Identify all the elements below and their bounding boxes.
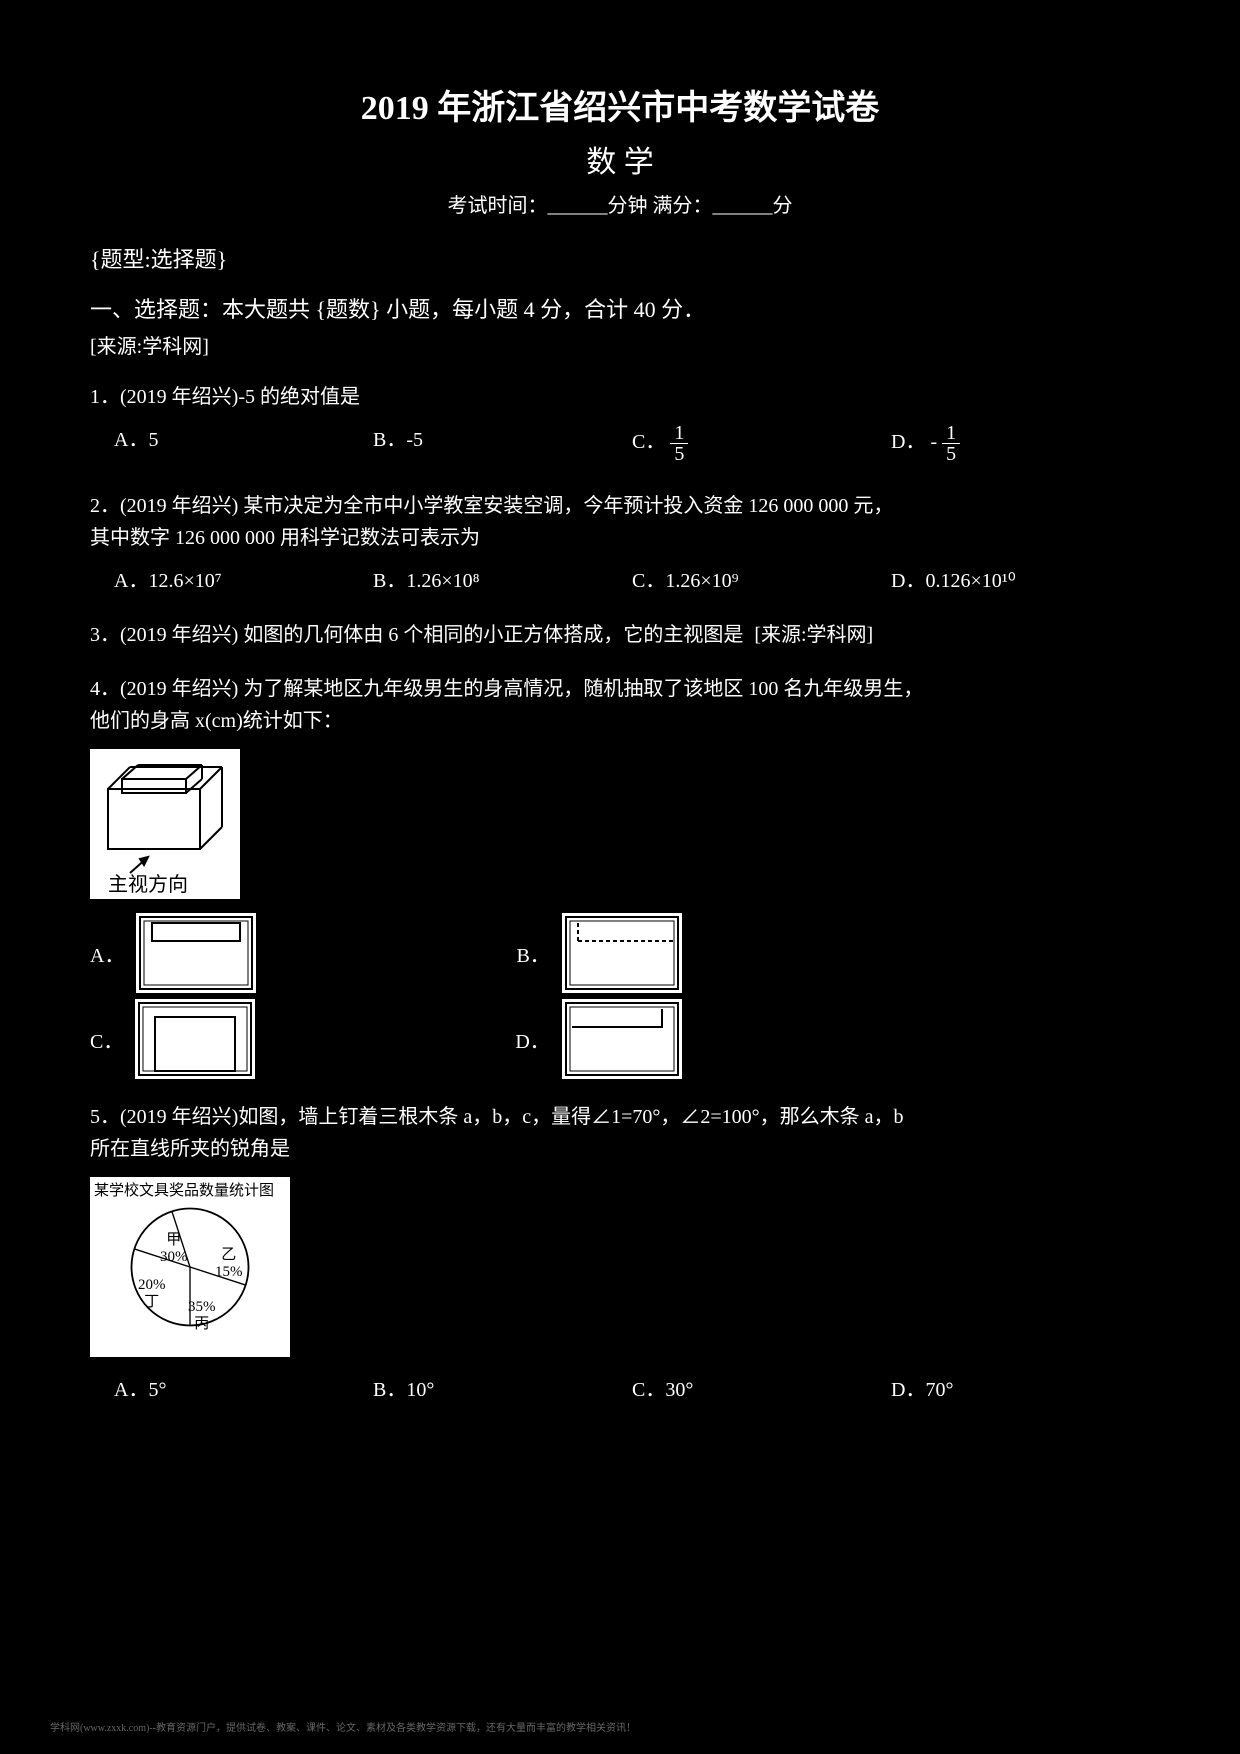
q4-stem-a: 4．(2019 年绍兴) 为了解某地区九年级男生的身高情况，随机抽取了该地区 1… <box>90 678 923 700</box>
q1-options: A．5 B．-5 C． 1 5 D． - 1 5 <box>114 419 1150 468</box>
q4-options: A． B． <box>90 913 1150 1079</box>
doc-title: 2019 年浙江省绍兴市中考数学试卷 <box>90 80 1150 129</box>
pie-jia-name: 甲 <box>166 1232 181 1248</box>
q4-cellD: D． <box>515 999 681 1079</box>
doc-subtitle: 数 学 <box>90 137 1150 181</box>
pie-jia-pct: 30% <box>160 1249 188 1265</box>
q4-viewD <box>562 999 682 1079</box>
q4-stem-b: 他们的身高 x(cm)统计如下： <box>90 710 343 732</box>
q3-stem-text: 3．(2019 年绍兴) 如图的几何体由 6 个相同的小正方体搭成，它的主视图是 <box>90 624 743 646</box>
q5-options: A．5° B．10° C．30° D．70° <box>114 1369 1150 1406</box>
q5-optD: D．70° <box>891 1373 1150 1402</box>
pie-yi-name: 乙 <box>221 1247 236 1263</box>
q4-optC-label: C． <box>90 1025 123 1054</box>
q1-C-prefix: C． <box>632 431 665 453</box>
pie-bing-name: 丙 <box>194 1316 209 1332</box>
doc-meta: 考试时间：______分钟 满分：______分 <box>90 189 1150 218</box>
q5-stem: 5．(2019 年绍兴)如图，墙上钉着三根木条 a，b，c，量得∠1=70°，∠… <box>90 1101 1150 1165</box>
q4-viewB <box>562 913 682 993</box>
q4-optD-label: D． <box>515 1025 549 1054</box>
pie-bing-pct: 35% <box>188 1299 216 1315</box>
q2-stem-a: 2．(2019 年绍兴) 某市决定为全市中小学教室安装空调，今年预计投入资金 1… <box>90 495 893 517</box>
q1-C-den: 5 <box>670 444 688 464</box>
q2-options: A．12.6×10⁷ B．1.26×10⁸ C．1.26×10⁹ D．0.126… <box>114 560 1150 597</box>
q4-optA-label: A． <box>90 939 124 968</box>
footer-text: 学科网(www.zxxk.com)--教育资源门户，提供试卷、教案、课件、论文、… <box>50 1719 636 1734</box>
meta-right: 分 <box>773 195 793 217</box>
q5-stem-b: 所在直线所夹的锐角是 <box>90 1138 290 1160</box>
q1-D-den: 5 <box>942 444 960 464</box>
q2-optB: B．1.26×10⁸ <box>373 564 632 593</box>
q4-cellB: B． <box>516 913 681 993</box>
q2-stem-b: 其中数字 126 000 000 用科学记数法可表示为 <box>90 527 480 549</box>
q2-optD: D．0.126×10¹⁰ <box>891 564 1150 593</box>
meta-mid: 分钟 满分： <box>608 195 713 217</box>
q4-viewC <box>135 999 255 1079</box>
page: 2019 年浙江省绍兴市中考数学试卷 数 学 考试时间：______分钟 满分：… <box>90 80 1150 1406</box>
pie-label-jia: 甲 30% <box>160 1232 188 1265</box>
front-view-label: 主视方向 <box>108 868 188 897</box>
meta-left: 考试时间： <box>448 195 548 217</box>
q5-optB: B．10° <box>373 1373 632 1402</box>
q2-optA: A．12.6×10⁷ <box>114 564 373 593</box>
q5-optC: C．30° <box>632 1373 891 1402</box>
pie-label-yi: 乙 15% <box>215 1247 243 1280</box>
pie-label-ding: 20% 丁 <box>138 1277 166 1310</box>
q1-optB: B．-5 <box>373 423 632 464</box>
pie-yi-pct: 15% <box>215 1264 243 1280</box>
q1-D-prefix: D． <box>891 431 925 453</box>
section-type: {题型:选择题} <box>90 242 1150 274</box>
meta-blank2: ______ <box>713 195 773 217</box>
q1-D-neg: - <box>930 431 937 453</box>
pie-ding-pct: 20% <box>138 1277 166 1293</box>
q1-C-num: 1 <box>670 423 688 444</box>
q4-solid-figure: 主视方向 <box>90 749 240 899</box>
q4-cellC: C． <box>90 999 255 1079</box>
q1-D-num: 1 <box>942 423 960 444</box>
meta-blank1: ______ <box>548 195 608 217</box>
source-hint: [来源:学科网] <box>90 330 1150 359</box>
q5-stem-a: 5．(2019 年绍兴)如图，墙上钉着三根木条 a，b，c，量得∠1=70°，∠… <box>90 1106 904 1128</box>
q3-stem: 3．(2019 年绍兴) 如图的几何体由 6 个相同的小正方体搭成，它的主视图是… <box>90 619 1150 651</box>
q4-viewA <box>136 913 256 993</box>
q1-optA: A．5 <box>114 423 373 464</box>
section-line: 一、选择题：本大题共 {题数} 小题，每小题 4 分，合计 40 分． <box>90 292 1150 324</box>
q2-optC: C．1.26×10⁹ <box>632 564 891 593</box>
q1-optD: D． - 1 5 <box>891 423 1150 464</box>
q5-optA: A．5° <box>114 1373 373 1402</box>
q4-cellA: A． <box>90 913 256 993</box>
q1-stem: 1．(2019 年绍兴)-5 的绝对值是 <box>90 381 1150 413</box>
pie-label-bing: 35% 丙 <box>188 1299 216 1332</box>
q5-pie-figure: 某学校文具奖品数量统计图 甲 30% 乙 15% 35% 丙 20% 丁 <box>90 1177 290 1357</box>
pie-ding-name: 丁 <box>144 1294 159 1310</box>
q2-stem: 2．(2019 年绍兴) 某市决定为全市中小学教室安装空调，今年预计投入资金 1… <box>90 490 1150 554</box>
q1-optC: C． 1 5 <box>632 423 891 464</box>
q3-note: [来源:学科网] <box>754 624 873 646</box>
q4-optB-label: B． <box>516 939 549 968</box>
q4-stem: 4．(2019 年绍兴) 为了解某地区九年级男生的身高情况，随机抽取了该地区 1… <box>90 673 1150 737</box>
